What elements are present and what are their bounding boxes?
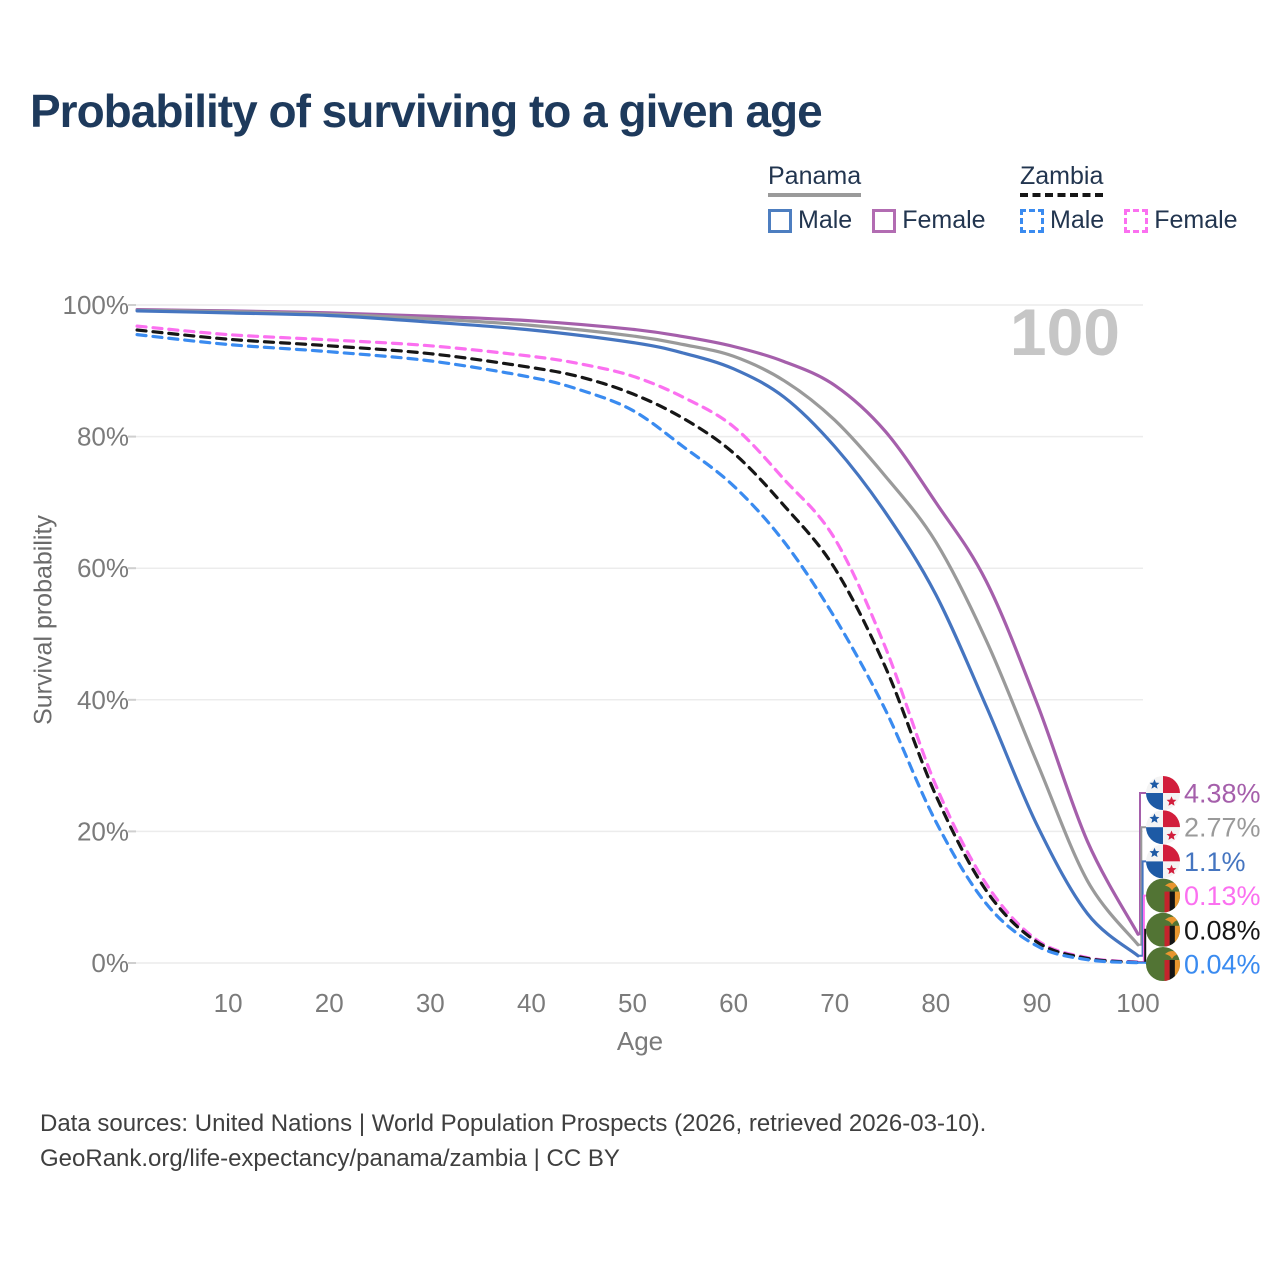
- y-tick-label: 0%: [91, 948, 129, 978]
- legend-zambia-label[interactable]: Zambia: [1020, 162, 1104, 197]
- legend-item-zambia-female[interactable]: Female: [1124, 206, 1238, 235]
- footer-attribution-line: GeoRank.org/life-expectancy/panama/zambi…: [40, 1145, 620, 1172]
- legend-panama-label[interactable]: Panama: [768, 162, 862, 197]
- survival-curve-zambia[interactable]: [135, 328, 1140, 965]
- page-title: Probability of surviving to a given age: [30, 85, 823, 137]
- end-value-label-panama-male: 1.1%: [1184, 847, 1246, 877]
- legend-group-zambia: Zambia Male Female: [1020, 162, 1258, 235]
- legend-item-panama-female[interactable]: Female: [872, 206, 986, 235]
- end-value-label-zambia: 0.08%: [1184, 915, 1261, 945]
- end-connector-panama: [1138, 826, 1146, 946]
- zambia-flag-icon: [1146, 912, 1180, 947]
- x-tick-label: 60: [719, 988, 748, 1018]
- x-tick-label: 70: [820, 988, 849, 1018]
- zambia-flag-icon: [1146, 878, 1180, 913]
- survival-curve-panama-male[interactable]: [135, 309, 1140, 958]
- survival-curve-zambia-female[interactable]: [135, 324, 1140, 964]
- zambia-flag-icon: [1146, 947, 1180, 981]
- end-value-label-zambia-male: 0.04%: [1184, 950, 1261, 980]
- end-value-label-panama: 2.77%: [1184, 813, 1261, 843]
- end-connector-panama-male: [1138, 860, 1146, 957]
- footer: Data sources: United Nations | World Pop…: [40, 1106, 986, 1176]
- footer-source-line: Data sources: United Nations | World Pop…: [40, 1110, 987, 1137]
- x-tick-label: 100: [1116, 988, 1159, 1018]
- legend-item-zambia-male[interactable]: Male: [1020, 206, 1104, 235]
- legend-item-label: Male: [1050, 206, 1105, 234]
- legend-item-label: Male: [798, 206, 853, 234]
- panama-female-swatch-icon: [872, 208, 897, 233]
- x-tick-label: 30: [416, 988, 445, 1018]
- survival-curve-zambia-male[interactable]: [135, 333, 1140, 965]
- y-tick-label: 40%: [77, 685, 129, 715]
- panama-flag-icon: [1146, 776, 1180, 810]
- end-value-label-panama-female: 4.38%: [1184, 779, 1261, 809]
- survival-curve-panama[interactable]: [135, 308, 1140, 947]
- panama-flag-icon: [1146, 844, 1180, 879]
- legend-group-panama: Panama Male Female: [768, 162, 1006, 235]
- legend-item-panama-male[interactable]: Male: [768, 206, 852, 235]
- y-tick-label: 20%: [77, 816, 129, 846]
- zambia-male-swatch-icon: [1020, 208, 1044, 233]
- x-axis-title: Age: [616, 1026, 664, 1056]
- y-tick-label: 60%: [77, 553, 129, 583]
- x-tick-label: 40: [517, 988, 546, 1018]
- x-tick-label: 20: [315, 988, 344, 1018]
- legend-item-label: Female: [1154, 206, 1238, 234]
- y-tick-label: 80%: [77, 422, 129, 452]
- hover-age-indicator: 100: [1009, 295, 1120, 369]
- panama-male-swatch-icon: [768, 208, 792, 233]
- survival-curve-panama-female[interactable]: [135, 308, 1140, 936]
- panama-flag-icon: [1146, 810, 1180, 845]
- legend-item-label: Female: [902, 206, 986, 234]
- x-tick-label: 50: [618, 988, 647, 1018]
- x-tick-label: 90: [1022, 988, 1051, 1018]
- end-connector-panama-female: [1138, 792, 1146, 936]
- y-tick-label: 100%: [63, 290, 130, 320]
- end-value-label-zambia-female: 0.13%: [1184, 881, 1261, 911]
- zambia-female-swatch-icon: [1124, 208, 1149, 233]
- end-connector-zambia-male: [1138, 961, 1148, 965]
- x-tick-label: 80: [921, 988, 950, 1018]
- x-tick-label: 10: [214, 988, 243, 1018]
